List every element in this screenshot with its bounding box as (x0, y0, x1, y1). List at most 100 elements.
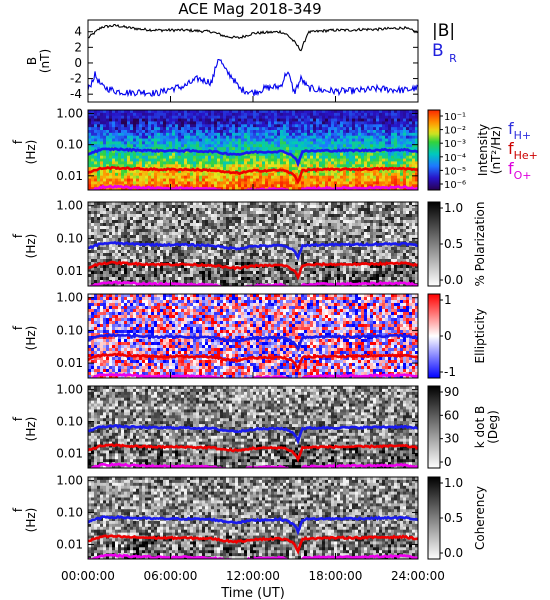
fHe-cyclotron-line (88, 260, 418, 281)
ellipticity-spectrogram (88, 294, 418, 378)
coherency-colorbar-label: Coherency (473, 486, 487, 550)
kdotb-spectrogram (88, 386, 418, 468)
ellipticity-ylabel: f (11, 325, 25, 330)
figure-title: ACE Mag 2018-349 (178, 0, 321, 18)
coherency-y-tick: 1.00 (56, 474, 83, 488)
intensity-colorbar-tick: 10⁻⁵ (444, 166, 466, 177)
kdotb-yunit: (Hz) (24, 417, 38, 442)
kdotb-y-tick: 1.00 (56, 383, 83, 397)
field-y-tick: 4 (74, 25, 82, 39)
field-y-tick: 2 (74, 40, 82, 54)
kdotb-ylabel: f (11, 416, 25, 421)
kdotb-colorbar (427, 385, 441, 469)
polarization-panel: 1.00 0.10 0.01 f (Hz) 1.0 0.5 0.0 % Polarization (11, 199, 487, 287)
fH-cyclotron-line (88, 423, 418, 445)
intensity-colorbar-tick: 10⁻² (444, 126, 466, 137)
field-ylabel: B (25, 57, 39, 65)
polarization-spectrogram (88, 202, 418, 286)
intensity-y-tick: 0.10 (56, 138, 83, 152)
kdotb-colorbar-tick: 90 (444, 385, 459, 399)
coherency-ylabel: f (11, 507, 25, 512)
x-tick-label: 06:00:00 (144, 569, 198, 583)
field-y-tick: -4 (70, 87, 82, 101)
kdotb-y-tick: 0.10 (56, 415, 83, 429)
coherency-spectrogram (88, 477, 418, 559)
polarization-yunit: (Hz) (24, 234, 38, 259)
fHe-cyclotron-line (88, 352, 418, 373)
legend-br: B R (432, 41, 457, 65)
fO-cyclotron-line (88, 280, 418, 286)
fHe-cyclotron-line (88, 534, 418, 555)
fO-cyclotron-line (89, 184, 418, 190)
br-line (88, 58, 418, 98)
legend-H-label: fH+ (508, 119, 531, 142)
coherency-y-tick: 0.01 (56, 537, 83, 551)
x-tick-label: 24:00:00 (391, 569, 445, 583)
intensity-ylabel: f (11, 139, 25, 144)
fHe-cyclotron-line (88, 443, 418, 463)
ellipticity-y-tick: 0.10 (56, 323, 83, 337)
kdotb-colorbar-tick: 0 (444, 455, 452, 469)
intensity-colorbar-tick: 10⁻⁴ (444, 153, 466, 164)
ellipticity-y-tick: 0.01 (56, 356, 83, 370)
legend-br-main: B (432, 41, 444, 61)
field-panel: 42 0 -2-4 B (nT) |B| B R (25, 19, 457, 103)
kdotb-colorbar-tick: 30 (444, 432, 459, 446)
ellipticity-colorbar-tick: -1 (444, 365, 456, 379)
ellipticity-panel: 1.00 0.10 0.01 f (Hz) 1 0 -1 Ellipticity (11, 291, 487, 379)
intensity-colorbar-tick: 10⁻³ (444, 139, 466, 150)
intensity-y-tick: 1.00 (56, 107, 83, 121)
frequency-legend: fH+fHe+fO+ (508, 119, 538, 182)
kdotb-panel: 1.00 0.10 0.01 f (Hz) 90 60 30 0 k dot B (Deg) (11, 383, 500, 469)
field-yunit: (nT) (38, 49, 52, 73)
legend-O-label: fO+ (508, 159, 532, 182)
coherency-colorbar (427, 476, 441, 560)
intensity-spectrogram (88, 110, 418, 190)
b-magnitude-line (88, 23, 418, 52)
polarization-y-tick: 0.01 (56, 264, 83, 278)
polarization-colorbar-label: % Polarization (473, 202, 487, 287)
fH-cyclotron-line (88, 514, 418, 536)
ellipticity-colorbar-label: Ellipticity (473, 309, 487, 364)
intensity-panel: 1.00 0.10 0.01 f (Hz) 10⁻¹ 10⁻² 10⁻³ 10⁻⁴ 10⁻⁵ 10⁻… (11, 107, 503, 191)
kdotb-colorbar-tick: 60 (444, 408, 459, 422)
coherency-yunit: (Hz) (24, 508, 38, 533)
intensity-colorbar-unit: (nT²/Hz) (489, 126, 503, 174)
intensity-y-tick: 0.01 (56, 169, 83, 183)
ellipticity-y-tick: 1.00 (56, 291, 83, 305)
field-y-tick: 0 (74, 56, 82, 70)
intensity-yunit: (Hz) (24, 140, 38, 165)
intensity-colorbar-label: Intensity (476, 124, 490, 176)
coherency-panel: 1.00 0.10 0.01 f (Hz) 1.0 0.5 0.0 Coherency (11, 474, 487, 560)
coherency-colorbar-tick: 0.5 (444, 511, 463, 525)
fH-cyclotron-line (88, 147, 418, 168)
x-tick-label: 00:00:00 (61, 569, 115, 583)
legend-He-label: fHe+ (508, 139, 538, 162)
fO-cyclotron-line (88, 553, 418, 559)
fH-cyclotron-line (88, 332, 418, 353)
x-axis: 00:00:00 06:00:00 12:00:00 18:00:00 24:00:00 (61, 96, 445, 583)
polarization-colorbar-tick: 1.0 (444, 201, 463, 215)
legend-b: |B| (432, 21, 455, 41)
coherency-colorbar-tick: 1.0 (444, 476, 463, 490)
x-tick-label: 12:00:00 (226, 569, 280, 583)
legend-br-sub: R (449, 52, 457, 65)
polarization-ylabel: f (11, 233, 25, 238)
polarization-colorbar-tick: 0.0 (444, 273, 463, 287)
intensity-colorbar (427, 109, 441, 191)
field-y-tick: -2 (70, 72, 82, 86)
x-tick-label: 18:00:00 (309, 569, 363, 583)
kdotb-colorbar-label: k dot B (473, 406, 487, 448)
coherency-y-tick: 0.10 (56, 506, 83, 520)
ellipticity-colorbar-tick: 0 (444, 329, 452, 343)
ellipticity-colorbar (427, 293, 441, 379)
fO-cyclotron-line (89, 372, 418, 378)
coherency-colorbar-tick: 0.0 (444, 546, 463, 560)
ellipticity-colorbar-tick: 1 (444, 293, 452, 307)
x-axis-label: Time (UT) (220, 586, 285, 600)
fHe-cyclotron-line (88, 165, 418, 185)
polarization-y-tick: 0.10 (56, 231, 83, 245)
kdotb-y-tick: 0.01 (56, 446, 83, 460)
polarization-colorbar (427, 201, 441, 287)
